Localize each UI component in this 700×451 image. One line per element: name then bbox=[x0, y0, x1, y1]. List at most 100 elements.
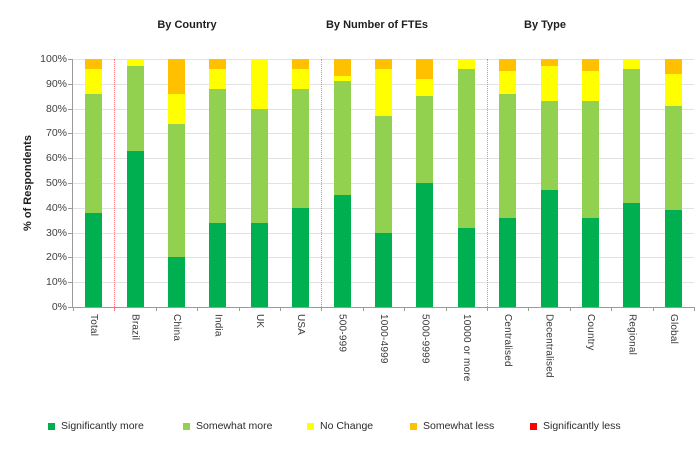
x-category-label: Centralised bbox=[502, 314, 514, 367]
bar-segment-no-change bbox=[540, 66, 558, 102]
x-category-label: 10000 or more bbox=[460, 314, 472, 382]
bar-usa bbox=[292, 59, 310, 307]
bar-segment-no-change bbox=[416, 78, 434, 97]
bar-segment-somewhat-more bbox=[126, 66, 144, 151]
y-tick-label: 80% bbox=[45, 102, 67, 115]
bar-segment-no-change bbox=[250, 59, 268, 109]
y-axis-title: % of Respondents bbox=[22, 135, 34, 231]
x-category-label: Brazil bbox=[129, 314, 141, 341]
bar-india bbox=[209, 59, 227, 307]
x-axis-tick bbox=[652, 307, 654, 311]
x-axis-tick bbox=[569, 307, 571, 311]
y-tick-label: 70% bbox=[45, 127, 67, 140]
bar-segment-no-change bbox=[664, 73, 682, 107]
x-category-label: India bbox=[212, 314, 224, 337]
x-axis-tick bbox=[611, 307, 613, 311]
x-axis-tick bbox=[155, 307, 157, 311]
bar-segment-no-change bbox=[85, 68, 103, 94]
bar-segment-significantly-more bbox=[333, 195, 351, 307]
bar-global bbox=[664, 59, 682, 307]
bar-segment-significantly-more bbox=[250, 222, 268, 307]
bar-segment-significantly-more bbox=[292, 207, 310, 307]
bar-segment-somewhat-less bbox=[85, 59, 103, 69]
x-category-label: UK bbox=[253, 314, 265, 329]
x-category-label: USA bbox=[295, 314, 307, 336]
y-axis-tick bbox=[68, 257, 73, 259]
bar-segment-no-change bbox=[292, 68, 310, 89]
bar-segment-somewhat-less bbox=[416, 59, 434, 79]
x-category-label: China bbox=[171, 314, 182, 342]
legend-swatch-icon bbox=[307, 422, 314, 430]
y-axis-tick bbox=[68, 307, 73, 308]
legend-swatch-icon bbox=[530, 422, 537, 430]
bar-segment-somewhat-less bbox=[292, 59, 310, 69]
x-category-label: Regional bbox=[626, 314, 638, 356]
bar-segment-significantly-more bbox=[126, 150, 144, 307]
y-tick-label: 20% bbox=[45, 251, 67, 264]
bar-segment-significantly-more bbox=[582, 217, 599, 307]
y-axis-tick bbox=[68, 108, 73, 110]
bar-segment-significantly-more bbox=[416, 183, 434, 307]
bar-segment-somewhat-less bbox=[168, 59, 185, 94]
x-category-label: 500-999 bbox=[336, 314, 348, 353]
group-separator bbox=[321, 59, 323, 311]
x-axis-tick bbox=[238, 307, 240, 311]
bar-total bbox=[85, 59, 103, 307]
bar-segment-significantly-more bbox=[375, 232, 392, 307]
bar-segment-somewhat-less bbox=[333, 59, 351, 77]
bar-regional bbox=[623, 59, 641, 307]
y-axis-tick bbox=[68, 59, 73, 60]
x-category-label: Global bbox=[667, 314, 679, 345]
bar-segment-somewhat-more bbox=[664, 106, 682, 211]
bar-segment-somewhat-more bbox=[292, 88, 310, 208]
bar-segment-somewhat-less bbox=[499, 59, 517, 72]
chart-legend: Significantly more Somewhat more No Change… bbox=[0, 420, 700, 436]
group-separator bbox=[487, 59, 488, 311]
bar-segment-somewhat-more bbox=[209, 88, 227, 223]
bar-segment-no-change bbox=[375, 68, 392, 117]
bar-segment-no-change bbox=[582, 71, 599, 102]
x-axis-tick bbox=[197, 307, 199, 311]
x-axis-tick bbox=[73, 307, 74, 311]
bar-segment-somewhat-more bbox=[85, 93, 103, 213]
bar-uk bbox=[250, 59, 268, 307]
bar-segment-significantly-more bbox=[664, 210, 682, 307]
y-tick-label: 60% bbox=[45, 152, 67, 165]
bar-segment-somewhat-more bbox=[168, 123, 185, 258]
bar-segment-somewhat-more bbox=[540, 101, 558, 191]
x-category-label: Country bbox=[585, 314, 596, 351]
plot-area: 0% 10% 20% 30% 40% 50% 60% 70% 80% 90% 100% Total Br… bbox=[40, 53, 695, 382]
bar-china bbox=[168, 59, 185, 307]
bar-segment-no-change bbox=[168, 93, 185, 124]
bar-segment-somewhat-less bbox=[664, 59, 682, 74]
bar-decentralised bbox=[540, 59, 558, 307]
bar-segment-somewhat-less bbox=[540, 59, 558, 67]
x-axis-tick bbox=[445, 307, 447, 311]
bar-segment-somewhat-more bbox=[333, 81, 351, 196]
bar-segment-significantly-more bbox=[457, 227, 475, 307]
x-category-label: Decentralised bbox=[543, 314, 555, 378]
legend-item-somewhat-less: Somewhat less bbox=[410, 420, 494, 432]
legend-item-no-change: No Change bbox=[307, 420, 373, 432]
y-tick-label: 0% bbox=[51, 301, 67, 313]
legend-label: Significantly less bbox=[543, 420, 621, 432]
legend-swatch-icon bbox=[410, 422, 417, 430]
bar-10000-or-more bbox=[457, 59, 475, 307]
bar-segment-somewhat-more bbox=[623, 68, 641, 203]
bar-segment-significantly-more bbox=[540, 190, 558, 307]
bar-country bbox=[582, 59, 599, 307]
bar-segment-somewhat-more bbox=[582, 101, 599, 218]
group-header-by-type: By Type bbox=[524, 19, 566, 31]
bar-segment-somewhat-more bbox=[375, 116, 392, 233]
x-category-label: Total bbox=[88, 314, 100, 337]
group-header-by-number-of-ftes: By Number of FTEs bbox=[325, 19, 429, 31]
group-header-by-country: By Country bbox=[157, 19, 217, 31]
bar-5000-9999 bbox=[416, 59, 434, 307]
y-axis-tick bbox=[68, 232, 73, 234]
bar-segment-no-change bbox=[499, 71, 517, 94]
bar-segment-significantly-more bbox=[499, 217, 517, 307]
y-tick-label: 90% bbox=[45, 77, 67, 90]
bar-segment-somewhat-more bbox=[457, 68, 475, 228]
bar-segment-somewhat-less bbox=[375, 59, 392, 69]
